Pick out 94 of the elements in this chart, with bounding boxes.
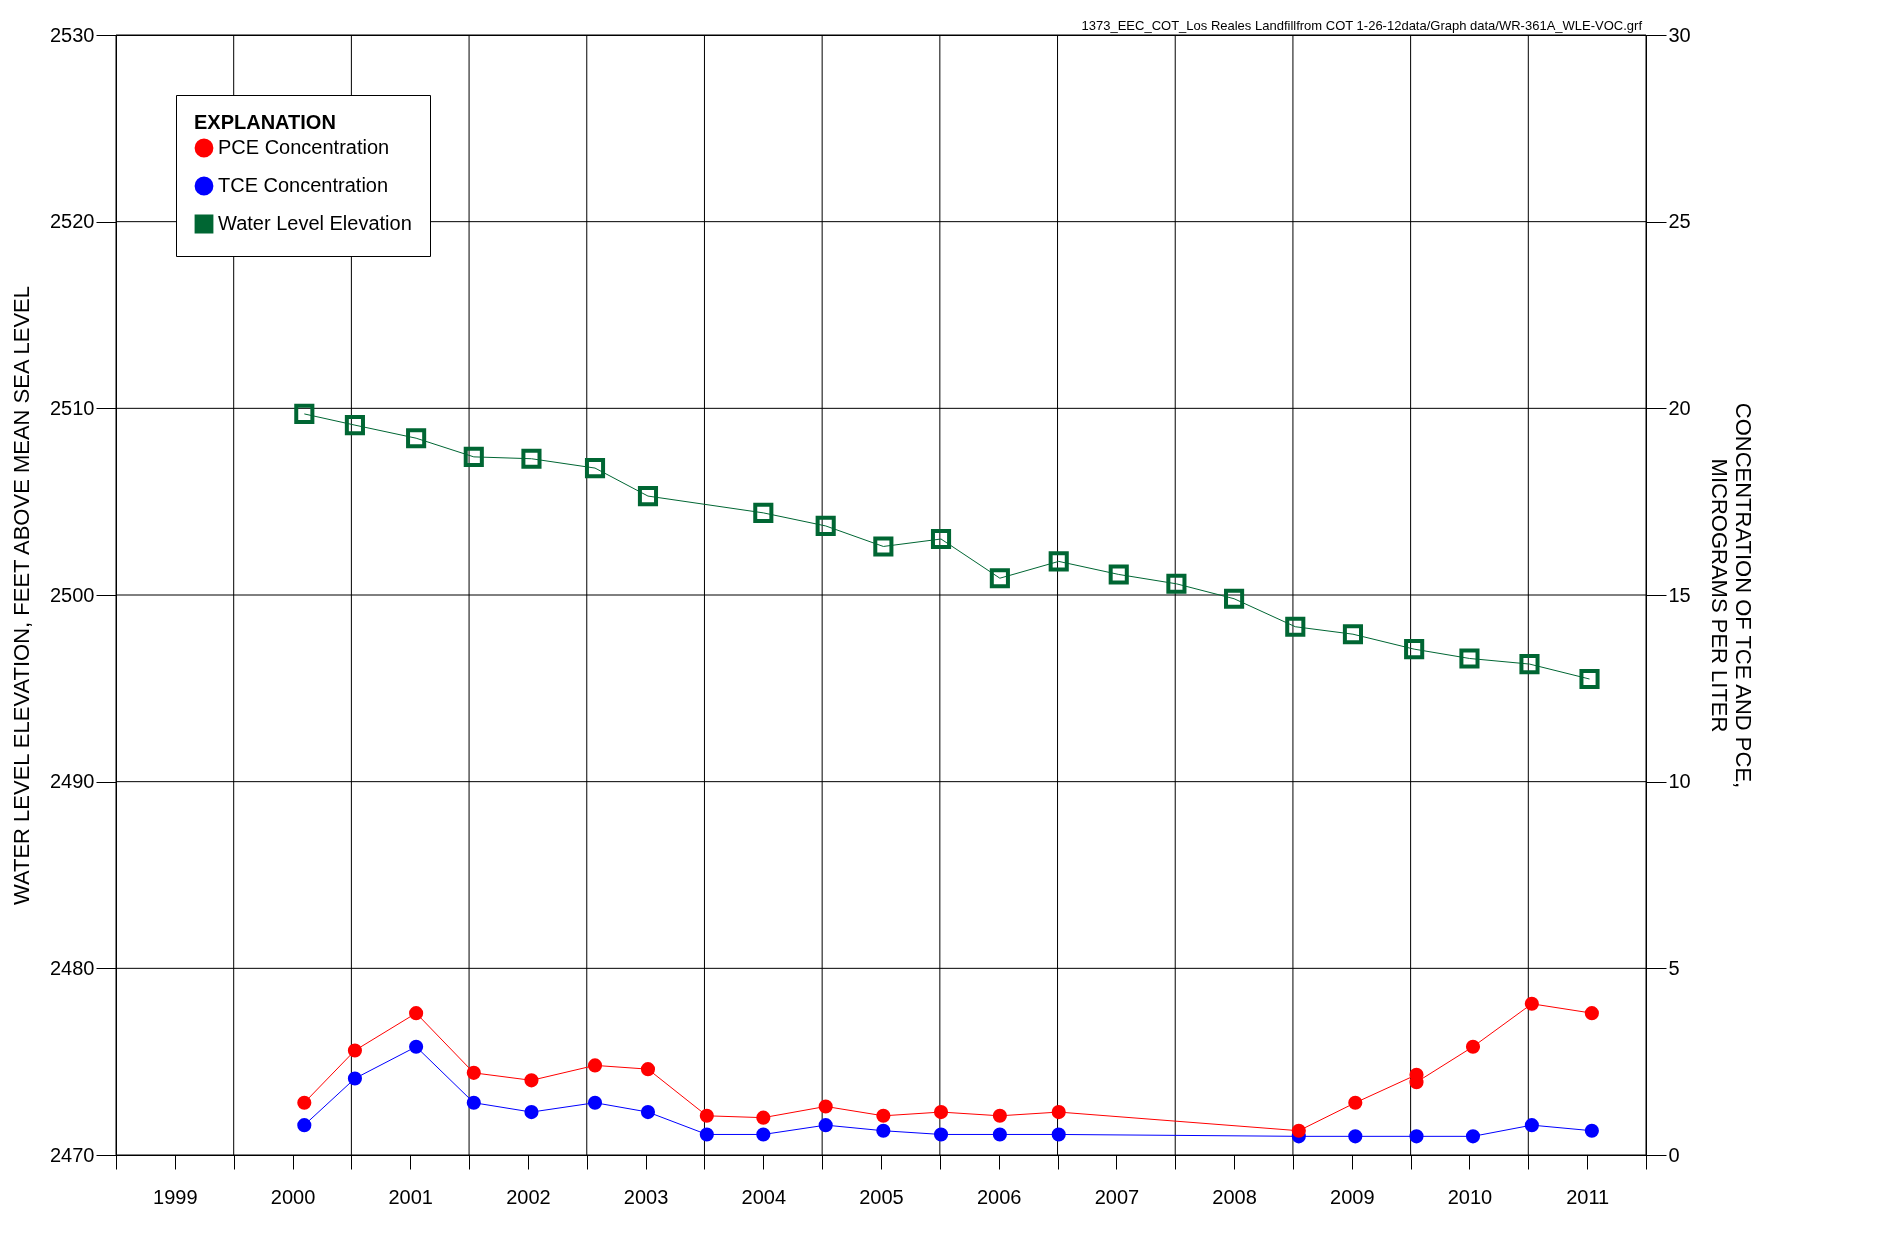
x-tick-label: 2008 [1212,1185,1257,1208]
point [818,1099,833,1114]
point [1465,1129,1481,1144]
point [756,1127,771,1142]
point [933,1127,949,1142]
point [1409,1129,1424,1144]
y2-tick-label: 20 [1668,396,1691,419]
point [992,1127,1007,1142]
x-tick-label: 1999 [153,1185,198,1208]
y2-tick-label: 15 [1668,583,1691,606]
point [992,1108,1007,1123]
x-tick-label: 2007 [1094,1185,1140,1208]
y-tick-label: 2510 [50,396,95,419]
point [640,1105,656,1120]
point [818,1118,833,1133]
text: 1373_EEC_COT_Los Reales Landfillfrom COT 1-26-12data/Graph data/WR-361A_WLE-VOC.grf [1081,18,1643,33]
point [466,1065,481,1080]
point [1348,1129,1363,1144]
point [524,1073,539,1088]
point [347,1071,362,1086]
legend-label: PCE Concentration [218,136,390,158]
point [1348,1095,1363,1110]
y-axis-title: WATER LEVEL ELEVATION, FEET ABOVE MEAN SEA LEVEL [9,285,35,906]
legend-label: Water Level Elevation [218,212,412,234]
y2-tick-label: 0 [1668,1143,1680,1166]
x-tick-label: 2011 [1566,1185,1610,1208]
y2-tick-label: 10 [1668,770,1691,793]
point [587,1095,603,1110]
point [640,1062,656,1077]
x-tick-label: 2010 [1447,1185,1493,1208]
point [933,1105,949,1120]
y-tick-label: 2530 [50,23,95,46]
point [1166,573,1187,594]
point [1342,624,1364,645]
legend-title: EXPLANATION [194,111,336,133]
point [1285,616,1306,637]
y2-axis-title: CONCENTRATION OF TCE AND PCE, MICROGRAMS PER LITER [1706,402,1756,789]
point [347,1043,362,1058]
y-tick-label: 2480 [50,956,95,979]
point [1051,1105,1066,1120]
point [753,502,774,523]
point [699,1108,714,1123]
x-tick-label: 2000 [270,1185,316,1208]
point [463,446,484,467]
y-tick-label: 2500 [50,583,95,606]
y2-tick-label: 25 [1668,210,1691,233]
point [521,448,542,469]
point [1465,1039,1481,1054]
point [1404,639,1425,660]
x-tick-label: 2002 [506,1185,551,1208]
x-tick-label: 2009 [1330,1185,1375,1208]
point [876,1123,891,1138]
point [930,528,952,550]
point [587,1058,603,1073]
point [873,536,894,557]
y2-tick-label: 30 [1668,23,1691,46]
x-tick-label: 2003 [623,1185,669,1208]
x-tick-label: 2006 [976,1185,1022,1208]
y-tick-label: 2490 [50,770,95,793]
y-tick-label: 2520 [50,210,95,233]
point [466,1095,481,1110]
point [756,1110,771,1125]
point [344,415,365,436]
point [406,428,427,449]
point [294,403,315,424]
point [989,568,1010,589]
point [699,1127,714,1142]
point [1291,1123,1306,1138]
point [409,1006,424,1021]
point [1224,588,1245,609]
y-tick-label: 2470 [50,1143,95,1166]
point [297,1118,312,1133]
y2-tick-label: 5 [1668,956,1680,979]
x-tick-label: 2004 [741,1185,787,1208]
point [1524,996,1539,1011]
point [637,486,659,507]
point [876,1108,891,1123]
legend-label: TCE Concentration [218,174,389,196]
x-tick-label: 2005 [859,1185,904,1208]
point [1051,1127,1066,1142]
point [1524,1118,1539,1133]
point [1584,1006,1599,1021]
point [1048,551,1069,572]
point [297,1095,312,1110]
point [524,1105,539,1120]
point [1579,668,1600,690]
x-tick-label: 2001 [388,1185,433,1208]
point [1584,1123,1599,1138]
point [584,458,606,479]
point [1459,648,1480,669]
point [1108,564,1129,585]
point [1519,654,1540,675]
point [409,1039,424,1054]
point [815,515,836,536]
